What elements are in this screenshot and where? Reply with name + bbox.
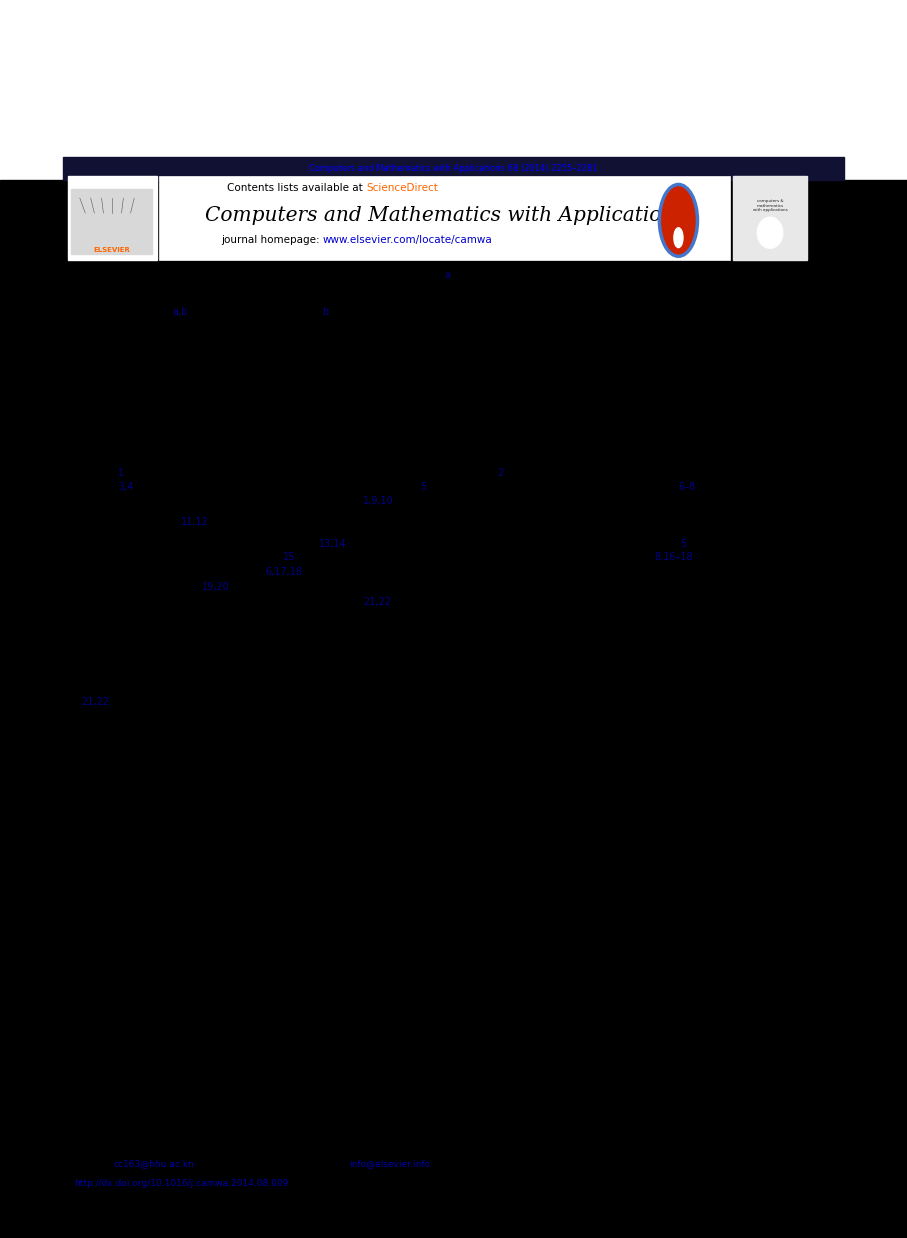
Text: 1,9,10: 1,9,10 <box>363 496 394 506</box>
Bar <box>733 176 807 260</box>
Text: 11,12: 11,12 <box>181 517 210 527</box>
Text: ScienceDirect: ScienceDirect <box>366 183 438 193</box>
Bar <box>63 157 844 180</box>
Text: Computers and Mathematics with Applications 68 (2014) 2255–2281: Computers and Mathematics with Applicati… <box>309 163 598 173</box>
Text: journal homepage:: journal homepage: <box>221 235 323 245</box>
Text: a: a <box>444 270 451 280</box>
Bar <box>0 180 907 1238</box>
Text: 5: 5 <box>420 482 426 491</box>
Text: Computers and Mathematics with Applications: Computers and Mathematics with Applicati… <box>205 206 684 225</box>
Text: cc163@hhu.ac.kn: cc163@hhu.ac.kn <box>113 1159 195 1169</box>
Text: 3,4: 3,4 <box>118 482 133 491</box>
Text: 13,14: 13,14 <box>319 539 346 548</box>
Text: 15: 15 <box>283 552 296 562</box>
Text: a,b: a,b <box>172 307 188 317</box>
Ellipse shape <box>757 217 783 248</box>
Text: Contents lists available at: Contents lists available at <box>228 183 366 193</box>
Text: ELSEVIER: ELSEVIER <box>93 246 130 253</box>
Bar <box>71 189 152 254</box>
Bar <box>159 176 730 260</box>
Text: 8,16–18: 8,16–18 <box>655 552 694 562</box>
Text: 19,20: 19,20 <box>202 582 230 592</box>
Ellipse shape <box>674 228 683 248</box>
Text: 5: 5 <box>680 539 687 548</box>
Text: 1: 1 <box>118 468 124 478</box>
Text: computers &
mathematics
with applications: computers & mathematics with application… <box>753 198 787 213</box>
Text: 6,17,18: 6,17,18 <box>266 567 303 577</box>
Ellipse shape <box>659 184 697 256</box>
Bar <box>68 176 157 260</box>
Text: b: b <box>322 307 328 317</box>
Text: 21,22: 21,22 <box>82 697 110 707</box>
Text: 6–8: 6–8 <box>678 482 696 491</box>
Text: info@elsevier.info: info@elsevier.info <box>349 1159 431 1169</box>
Text: http://dx.doi.org/10.1016/j.camwa.2014.08.009: http://dx.doi.org/10.1016/j.camwa.2014.0… <box>74 1179 288 1188</box>
Text: 21,22: 21,22 <box>363 597 391 607</box>
Text: 2: 2 <box>497 468 503 478</box>
Bar <box>63 1108 844 1201</box>
Text: www.elsevier.com/locate/camwa: www.elsevier.com/locate/camwa <box>323 235 493 245</box>
Bar <box>0 0 907 180</box>
